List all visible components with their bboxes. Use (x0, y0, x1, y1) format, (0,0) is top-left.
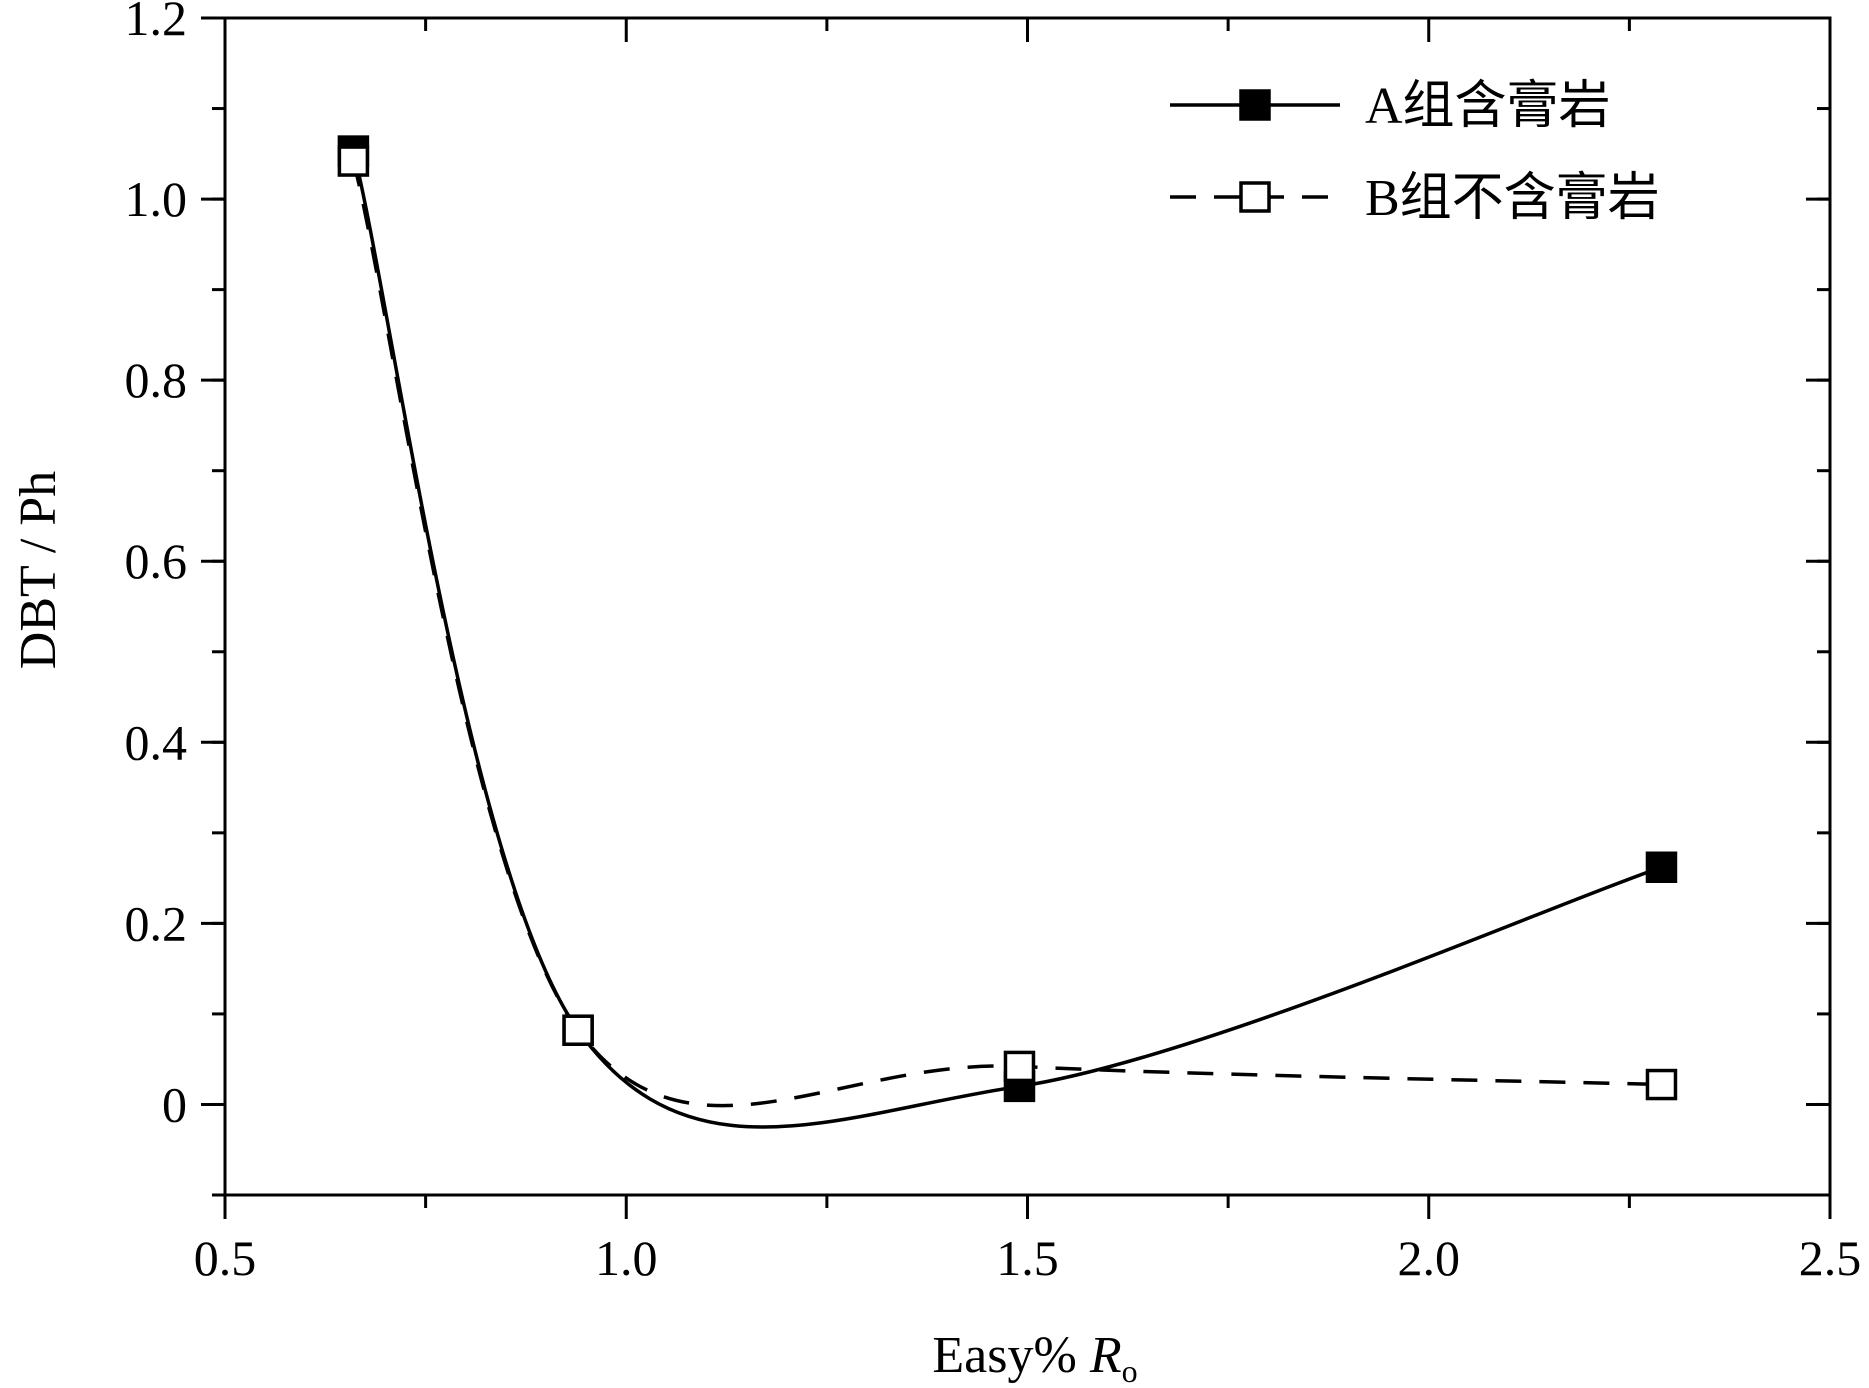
legend-label-2: B组不含膏岩 (1365, 170, 1660, 227)
y-tick-label: 0.4 (125, 714, 188, 770)
y-tick-label: 0.6 (125, 533, 188, 589)
series-layer (337, 135, 1678, 1129)
y-tick-label: 0.2 (125, 895, 188, 951)
data-point-series-2 (562, 1014, 594, 1046)
series-line-2 (351, 160, 1662, 1108)
data-point-series-1 (1645, 851, 1678, 884)
y-axis-label: DBT / Ph (10, 471, 67, 669)
x-axis-label-prefix: Easy% (932, 1327, 1089, 1384)
y-tick-label: 1.0 (125, 171, 188, 227)
axis-ticks: 0.5 1.0 1.5 2.0 2.5 0 0.2 0.4 0.6 0.8 1.0 1.2 (125, 0, 1862, 1286)
x-axis-label: Easy% Ro (932, 1327, 1137, 1388)
x-axis-label-subscript: o (1122, 1353, 1138, 1388)
data-point-series-2 (1645, 1068, 1678, 1101)
y-tick-label: 1.2 (125, 0, 188, 46)
x-tick-label: 2.0 (1398, 1230, 1461, 1286)
y-tick-label: 0.8 (125, 352, 188, 408)
y-tick-label: 0 (162, 1076, 187, 1132)
legend-marker-1 (1239, 89, 1271, 121)
x-tick-label: 1.5 (996, 1230, 1059, 1286)
data-point-series-2 (1003, 1050, 1036, 1083)
legend-marker-2 (1239, 181, 1271, 213)
x-tick-label: 1.0 (595, 1230, 658, 1286)
legend-label-1: A组含膏岩 (1365, 78, 1611, 135)
legend: A组含膏岩 B组不含膏岩 (1170, 78, 1660, 227)
x-tick-label: 0.5 (194, 1230, 257, 1286)
x-axis-label-italic: R (1089, 1327, 1122, 1384)
data-point-series-2 (337, 145, 370, 177)
x-tick-label: 2.5 (1799, 1230, 1862, 1286)
